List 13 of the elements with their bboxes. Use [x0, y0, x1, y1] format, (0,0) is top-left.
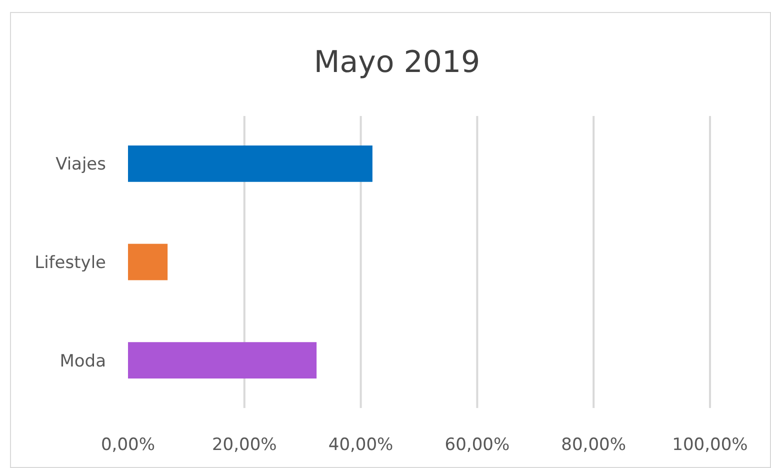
x-tick-label: 40,00%: [328, 435, 394, 455]
bar: [128, 145, 372, 182]
x-tick-label: 20,00%: [212, 435, 277, 455]
x-tick-label: 100,00%: [672, 435, 748, 455]
x-tick-label: 60,00%: [444, 435, 510, 455]
bar: [128, 342, 317, 379]
y-tick-label: Moda: [60, 351, 106, 372]
y-tick-label: Lifestyle: [34, 253, 106, 273]
x-tick-label: 0,00%: [100, 435, 156, 455]
x-tick-label: 80,00%: [561, 435, 626, 455]
y-tick-label: Viajes: [56, 154, 106, 175]
chart-title: Mayo 2019: [314, 45, 480, 80]
bar: [128, 244, 168, 280]
